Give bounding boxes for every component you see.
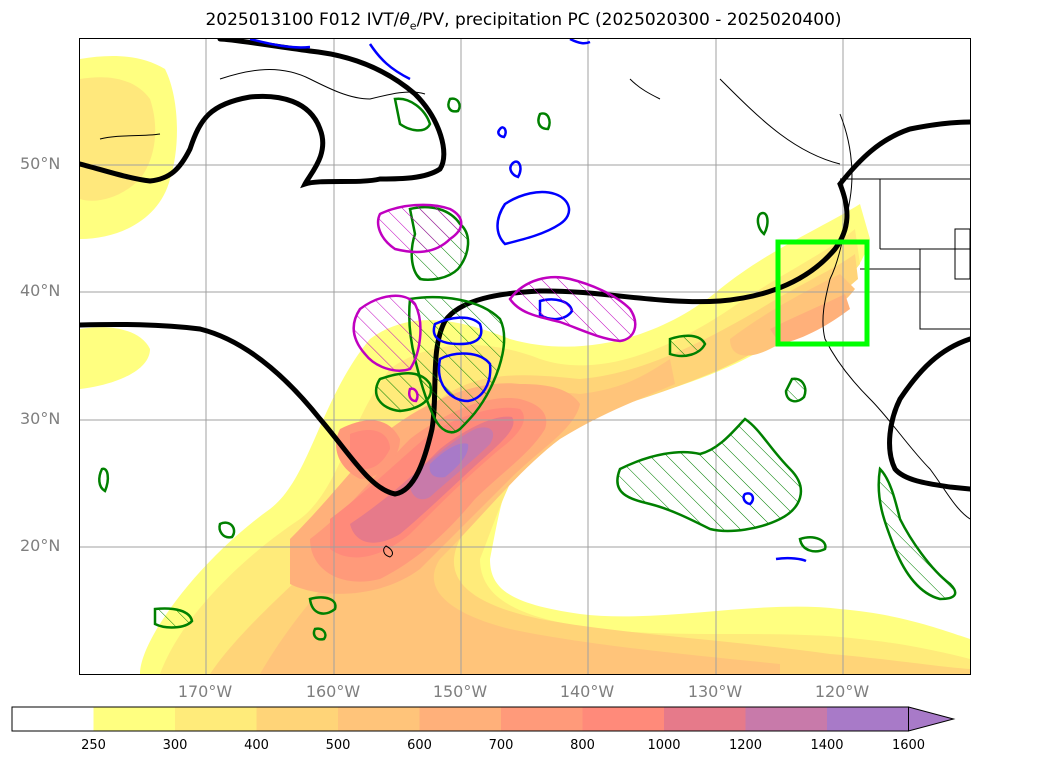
lon-label-140w: 140°W [559,682,615,701]
colorbar-tick-label: 250 [81,738,106,753]
ivt-coast-inner [770,294,850,344]
colorbar-segment [175,707,257,731]
colorbar-segment [338,707,420,731]
ivt-fill [80,56,970,674]
highlight-box [775,239,870,347]
lat-label-40n: 40°N [20,281,61,300]
colorbar-tick-label: 600 [407,738,432,753]
map-plot [80,39,970,674]
colorbar-tick-label: 1400 [810,738,844,753]
colorbar-segment [745,707,828,731]
colorbar-tick-label: 400 [244,738,269,753]
colorbar-segment [12,707,94,731]
colorbar-tick-label: 800 [570,738,595,753]
colorbar-tick-label: 300 [162,738,188,753]
ivt-core-1600 [429,443,469,478]
lon-label-150w: 150°W [432,682,488,701]
lat-label-30n: 30°N [20,409,61,428]
lat-label-20n: 20°N [20,536,61,555]
colorbar-tick-label: 700 [488,738,514,753]
title-rest: /PV, precipitation PC (2025020300 - 2025… [416,10,842,30]
colorbar-segment [256,707,339,731]
colorbar-segment [827,707,909,731]
colorbar-tick-label: 1200 [728,738,763,753]
coastlines [99,69,970,558]
lat-label-50n: 50°N [20,154,61,173]
colorbar-extend-arrow [908,706,956,732]
lon-label-160w: 160°W [305,682,361,701]
colorbar-tick-label: 1600 [891,738,926,753]
ivt-coast [730,274,855,356]
title-main: 2025013100 F012 IVT/ [205,10,400,30]
colorbar-tick-label: 1000 [647,738,681,753]
lon-label-170w: 170°W [177,682,233,701]
lon-label-130w: 130°W [687,682,743,701]
title-sub: e [409,19,417,33]
map-frame [79,38,971,675]
lon-label-120w: 120°W [814,682,870,701]
colorbar-segment [501,707,583,731]
colorbar-segment [582,707,665,731]
colorbar [11,706,956,732]
colorbar-segment [93,707,176,731]
title-theta: θ [399,10,410,30]
colorbar-tick-label: 500 [325,738,351,753]
pv-magenta-contours [352,203,637,403]
colorbar-segment [419,707,502,731]
ivt-strip-left [80,327,150,389]
colorbar-outline [11,706,909,732]
ivt-main-500 [260,359,780,674]
ivt-core-1000 [350,429,390,469]
colorbar-segment [664,707,746,731]
chart-title: 2025013100 F012 IVT/θe/PV, precipitation… [0,10,1047,32]
